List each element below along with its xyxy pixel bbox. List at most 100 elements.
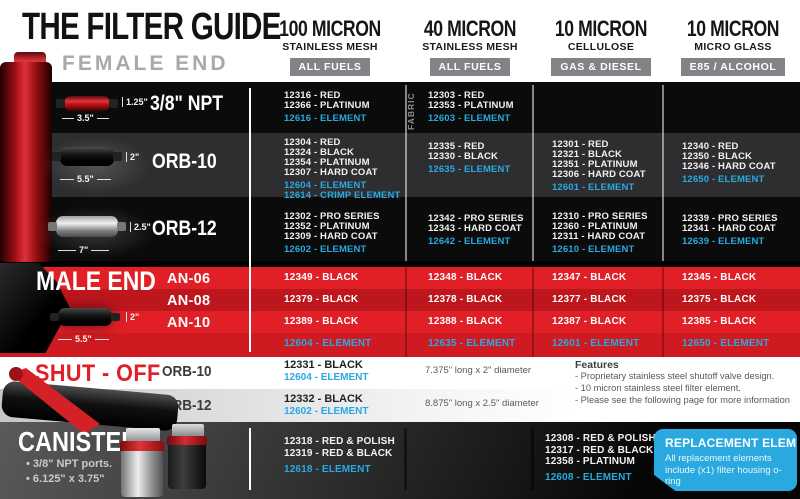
dim-height-label: 2" xyxy=(126,312,139,322)
column-micron: 10 MICRON xyxy=(554,16,648,41)
female-row-npt-band xyxy=(0,82,800,133)
part-numbers: 12335 - RED 12330 - BLACK xyxy=(428,141,499,162)
filter-fitting xyxy=(48,222,57,231)
dim-value: 2" xyxy=(130,152,140,162)
male-element-cell: 12635 - ELEMENT xyxy=(428,338,516,349)
part-numbers: 12302 - PRO SERIES 12352 - PLATINUM 1230… xyxy=(284,211,380,242)
male-stripe-an08 xyxy=(0,289,800,311)
features-block: Features - Proprietary stainless steel s… xyxy=(575,359,795,406)
dim-line xyxy=(96,178,111,180)
dim-height-label: 1.25" xyxy=(122,97,148,107)
an-06-label: AN-06 xyxy=(167,271,211,287)
female-cell: 12310 - PRO SERIES 12360 - PLATINUM 1231… xyxy=(552,212,648,255)
dim-length-label: 5.5" xyxy=(58,334,109,344)
canister-bullets: • 3/8" NPT ports. • 6.125" x 3.75" xyxy=(26,458,113,485)
column-micron: 40 MICRON xyxy=(423,16,517,41)
female-cell: 12301 - RED 12321 - BLACK 12351 - PLATIN… xyxy=(552,140,646,193)
filter-fitting xyxy=(109,99,118,108)
male-cell: 12347 - BLACK xyxy=(552,272,627,283)
canister-polish-photo xyxy=(121,451,163,497)
part-numbers: 12340 - RED 12350 - BLACK 12346 - HARD C… xyxy=(682,141,776,172)
shutoff-valve-lever xyxy=(9,367,100,434)
male-section-top-band xyxy=(0,261,800,267)
dim-tick xyxy=(126,312,127,322)
male-end-label: MALE END xyxy=(36,266,156,296)
female-row-orb10-band xyxy=(0,133,800,197)
an-10-label: AN-10 xyxy=(167,315,211,331)
part-numbers: 12303 - RED 12353 - PLATINUM xyxy=(428,90,514,111)
male-filter-photo xyxy=(58,308,112,326)
canister-red-cap xyxy=(167,436,207,445)
section-label-female-end: FEMALE END xyxy=(62,52,229,75)
column-media: CELLULOSE xyxy=(567,41,635,53)
part-numbers: 12316 - RED 12366 - PLATINUM xyxy=(284,90,370,111)
features-list: - Proprietary stainless steel shutoff va… xyxy=(575,371,790,405)
canister-red-cap xyxy=(120,441,164,451)
dim-tick xyxy=(126,152,127,162)
dim-height-label: 2.5" xyxy=(130,222,151,232)
column-header-100-micron: 100 MICRON STAINLESS MESH ALL FUELS xyxy=(255,18,405,76)
shutoff-label: SHUT - OFF xyxy=(35,360,161,387)
canister-black-photo xyxy=(168,445,206,489)
red-inline-filter-photo xyxy=(0,62,52,262)
dim-length-label: 5.5" xyxy=(60,174,111,184)
part-numbers: 12318 - RED & POLISH 12319 - RED & BLACK xyxy=(284,436,395,459)
column-micron: 10 MICRON xyxy=(686,16,780,41)
dim-line xyxy=(96,117,109,119)
element-numbers: 12618 - ELEMENT xyxy=(284,464,371,475)
female-cell: 12339 - PRO SERIES 12341 - HARD COAT 126… xyxy=(682,214,778,247)
female-cell: 12303 - RED 12353 - PLATINUM 12603 - ELE… xyxy=(428,91,514,124)
element-numbers: 12616 - ELEMENT xyxy=(284,113,367,124)
shutoff-dimensions: 7.375" long x 2" diameter xyxy=(425,365,532,376)
filter-fitting xyxy=(52,152,61,161)
female-row-orb12-band xyxy=(0,197,800,261)
fuel-badge: ALL FUELS xyxy=(289,58,371,76)
element-numbers: 12603 - ELEMENT xyxy=(428,113,511,124)
part-numbers: 12310 - PRO SERIES 12360 - PLATINUM 1231… xyxy=(552,211,648,242)
male-cell: 12375 - BLACK xyxy=(682,294,757,305)
element-numbers: 12604 - ELEMENT 12614 - CRIMP ELEMENT xyxy=(284,180,401,201)
dim-line xyxy=(58,249,76,251)
shutoff-element: 12604 - ELEMENT xyxy=(284,372,369,383)
canister-cell: 12308 - RED & POLISH 12317 - RED & BLACK… xyxy=(545,433,656,483)
dim-value: 2.5" xyxy=(134,222,151,232)
dim-line xyxy=(62,117,74,119)
part-numbers: 12339 - PRO SERIES 12341 - HARD COAT xyxy=(682,213,778,234)
column-header-10-micron-micro-glass: 10 MICRON MICRO GLASS E85 / ALCOHOL xyxy=(658,18,800,76)
shutoff-element: 12602 - ELEMENT xyxy=(284,406,369,417)
orb10-filter-photo xyxy=(60,147,114,166)
male-cell: 12388 - BLACK xyxy=(428,316,503,327)
dim-value: 5.5" xyxy=(77,174,94,184)
dim-line xyxy=(58,338,72,340)
male-cell: 12378 - BLACK xyxy=(428,294,503,305)
column-divider xyxy=(405,267,407,357)
filter-fitting xyxy=(113,152,122,161)
male-cell: 12389 - BLACK xyxy=(284,316,359,327)
dim-tick xyxy=(122,97,123,107)
dim-line xyxy=(60,178,74,180)
orb12-filter-photo xyxy=(56,216,118,237)
element-numbers: 12602 - ELEMENT xyxy=(284,244,367,255)
male-stripe-an10 xyxy=(0,311,800,333)
dim-value: 7" xyxy=(79,245,89,255)
column-divider xyxy=(532,85,534,261)
male-cell: 12349 - BLACK xyxy=(284,272,359,283)
male-cell: 12387 - BLACK xyxy=(552,316,627,327)
shutoff-dimensions: 8.875" long x 2.5" diameter xyxy=(425,398,539,409)
element-numbers: 12635 - ELEMENT xyxy=(428,164,511,175)
label-column-divider xyxy=(249,88,251,352)
npt-filter-photo xyxy=(64,96,110,111)
female-cell: 12342 - PRO SERIES 12343 - HARD COAT 126… xyxy=(428,214,524,247)
column-media: MICRO GLASS xyxy=(694,41,772,53)
canister-label: CANISTER xyxy=(18,426,139,457)
male-cell: 12345 - BLACK xyxy=(682,272,757,283)
dim-length-label: 3.5" xyxy=(62,113,109,123)
shutoff-part: 12332 - BLACK xyxy=(284,393,363,405)
shutoff-port-orb10: ORB-10 xyxy=(162,363,212,380)
dim-line xyxy=(94,338,109,340)
fabric-note: FABRIC xyxy=(406,92,416,130)
dim-length-label: 7" xyxy=(58,245,110,255)
canister-bracket xyxy=(172,424,204,437)
